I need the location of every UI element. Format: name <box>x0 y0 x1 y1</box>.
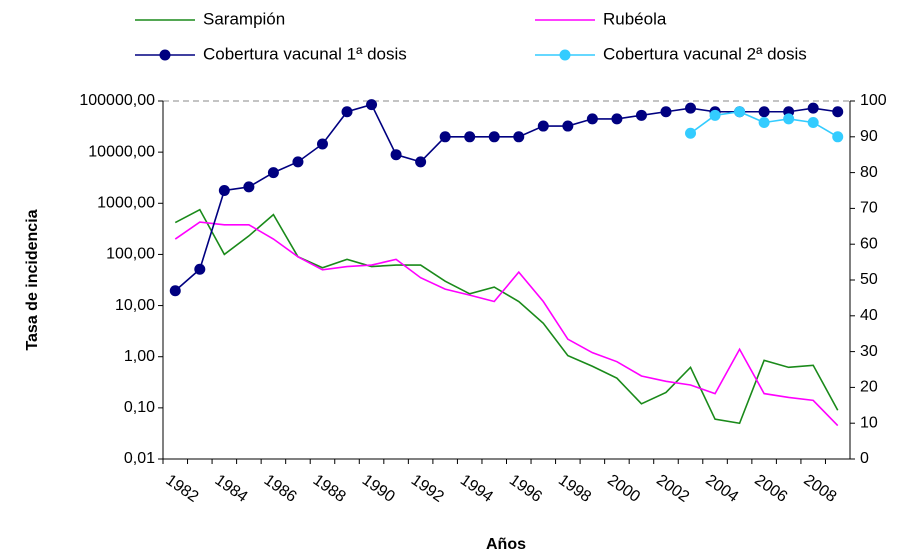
series-marker <box>513 131 525 143</box>
series-marker <box>218 185 230 196</box>
series-marker <box>685 102 697 114</box>
legend-label: Sarampión <box>203 9 285 28</box>
y-tick-label: 0,01 <box>124 450 155 467</box>
series-marker <box>635 109 647 121</box>
legend-marker <box>159 49 171 61</box>
series-marker <box>415 156 427 168</box>
x-tick-label: 1982 <box>163 472 202 506</box>
x-tick-label: 1988 <box>310 472 349 506</box>
series-marker <box>832 131 844 143</box>
y-axis-title: Tasa de incidencia <box>24 209 41 350</box>
y-tick-label: 100,00 <box>106 246 155 263</box>
y-tick-label: 1000,00 <box>97 195 155 212</box>
y2-tick-label: 100 <box>860 92 887 109</box>
series-marker <box>537 120 549 132</box>
series-line <box>174 208 839 425</box>
legend-label: Cobertura vacunal 1ª dosis <box>203 44 407 63</box>
series-marker <box>807 116 819 128</box>
y2-tick-label: 30 <box>860 343 878 360</box>
series-marker <box>758 116 770 128</box>
x-tick-label: 2004 <box>702 472 741 506</box>
x-tick-label: 1996 <box>506 472 545 506</box>
legend-label: Rubéola <box>603 9 667 28</box>
series-marker <box>586 113 598 125</box>
y2-tick-label: 90 <box>860 128 878 145</box>
x-tick-label: 2006 <box>751 472 790 506</box>
y2-tick-label: 70 <box>860 200 878 217</box>
series-marker <box>194 263 206 275</box>
series-line <box>174 221 839 427</box>
series-marker <box>660 106 672 118</box>
series-line <box>174 103 838 292</box>
x-tick-label: 1998 <box>555 472 594 506</box>
series-marker <box>366 99 378 111</box>
y2-tick-label: 50 <box>860 271 878 288</box>
series-marker <box>832 106 844 118</box>
y-tick-label: 10,00 <box>115 297 155 314</box>
series-marker <box>464 131 476 143</box>
series-marker <box>758 106 770 118</box>
legend-marker <box>559 49 571 61</box>
x-tick-label: 2002 <box>653 472 692 506</box>
x-tick-label: 1990 <box>359 472 398 506</box>
series-marker <box>169 285 181 297</box>
y2-tick-label: 10 <box>860 414 878 431</box>
x-axis-title: Años <box>486 536 526 553</box>
series-marker <box>807 102 819 114</box>
y-tick-label: 10000,00 <box>88 143 155 160</box>
series-marker <box>734 106 746 118</box>
series-marker <box>611 113 623 125</box>
y2-tick-label: 80 <box>860 164 878 181</box>
series-marker <box>341 106 353 118</box>
x-tick-label: 1992 <box>408 472 447 506</box>
series-marker <box>783 113 795 125</box>
series-marker <box>267 167 279 179</box>
series-marker <box>709 109 721 121</box>
y2-tick-label: 20 <box>860 379 878 396</box>
series-marker <box>316 138 328 150</box>
x-tick-label: 2000 <box>604 472 643 506</box>
series-marker <box>390 149 402 161</box>
series-marker <box>562 120 574 132</box>
legend-label: Cobertura vacunal 2ª dosis <box>603 44 807 63</box>
series-marker <box>292 156 304 168</box>
y-tick-label: 100000,00 <box>79 92 155 109</box>
series-marker <box>685 127 697 139</box>
series-marker <box>488 131 500 143</box>
x-tick-label: 1994 <box>457 472 496 506</box>
x-tick-label: 2008 <box>800 472 839 506</box>
x-tick-label: 1984 <box>212 472 251 506</box>
y-tick-label: 1,00 <box>124 348 155 365</box>
y2-tick-label: 60 <box>860 235 878 252</box>
y2-tick-label: 0 <box>860 450 869 467</box>
series-marker <box>243 181 255 193</box>
series-marker <box>439 131 451 143</box>
x-tick-label: 1986 <box>261 472 300 506</box>
y2-tick-label: 40 <box>860 307 878 324</box>
y-tick-label: 0,10 <box>124 399 155 416</box>
